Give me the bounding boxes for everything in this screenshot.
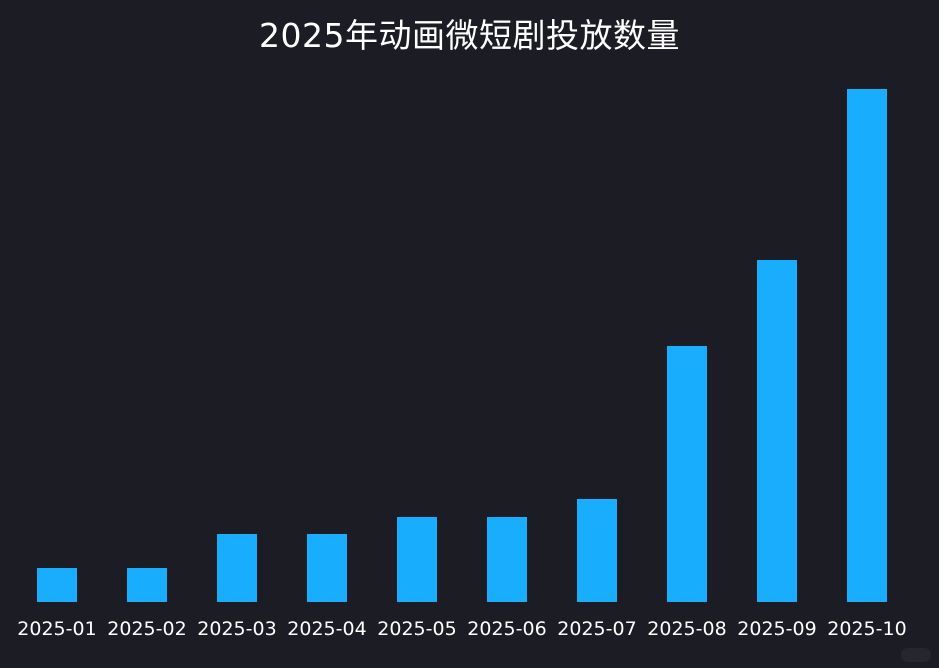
x-tick-label: 2025-08 [647,618,727,640]
bar-2025-02 [127,567,167,602]
bar-2025-01 [37,567,77,602]
x-tick-label: 2025-02 [107,618,187,640]
bar-2025-08 [667,345,707,602]
x-tick-label: 2025-10 [827,618,907,640]
x-tick-label: 2025-06 [467,618,547,640]
bar-2025-05 [397,516,437,602]
bar-2025-07 [577,499,617,602]
bar-2025-03 [217,533,257,602]
x-tick-label: 2025-01 [17,618,97,640]
x-tick-label: 2025-07 [557,618,637,640]
bar-2025-06 [487,516,527,602]
x-tick-label: 2025-03 [197,618,277,640]
x-tick-label: 2025-04 [287,618,367,640]
bar-2025-10 [847,89,887,602]
bar-2025-04 [307,533,347,602]
x-tick-label: 2025-09 [737,618,817,640]
watermark-badge [901,648,931,662]
bar-2025-09 [757,260,797,602]
x-tick-label: 2025-05 [377,618,457,640]
chart-title: 2025年动画微短剧投放数量 [259,16,680,55]
